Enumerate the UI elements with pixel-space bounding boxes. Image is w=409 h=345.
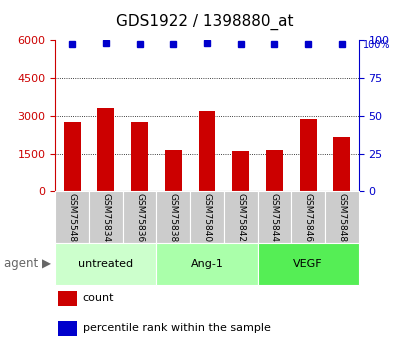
- Text: VEGF: VEGF: [293, 259, 322, 269]
- Bar: [265, 150, 282, 191]
- Bar: [64, 122, 81, 191]
- Text: 100%: 100%: [362, 40, 390, 50]
- Text: GSM75846: GSM75846: [303, 193, 312, 242]
- Bar: [257, 243, 358, 285]
- Bar: [324, 191, 358, 243]
- Text: GSM75548: GSM75548: [67, 193, 76, 242]
- Bar: [58, 290, 76, 306]
- Text: agent ▶: agent ▶: [4, 257, 51, 270]
- Text: GSM75842: GSM75842: [236, 193, 245, 242]
- Bar: [333, 137, 349, 191]
- Bar: [55, 243, 156, 285]
- Text: percentile rank within the sample: percentile rank within the sample: [83, 323, 270, 333]
- Bar: [156, 191, 190, 243]
- Text: Ang-1: Ang-1: [190, 259, 223, 269]
- Bar: [232, 151, 249, 191]
- Text: untreated: untreated: [78, 259, 133, 269]
- Bar: [164, 150, 181, 191]
- Bar: [122, 191, 156, 243]
- Text: GSM75848: GSM75848: [337, 193, 346, 242]
- Bar: [299, 119, 316, 191]
- Text: GSM75834: GSM75834: [101, 193, 110, 242]
- Bar: [97, 108, 114, 191]
- Bar: [291, 191, 324, 243]
- Text: GSM75840: GSM75840: [202, 193, 211, 242]
- Text: GDS1922 / 1398880_at: GDS1922 / 1398880_at: [116, 14, 293, 30]
- Bar: [223, 191, 257, 243]
- Text: GSM75838: GSM75838: [169, 193, 178, 242]
- Bar: [156, 243, 257, 285]
- Bar: [198, 110, 215, 191]
- Bar: [55, 191, 89, 243]
- Bar: [131, 122, 148, 191]
- Bar: [190, 191, 223, 243]
- Text: GSM75844: GSM75844: [269, 193, 278, 242]
- Text: count: count: [83, 293, 114, 303]
- Text: GSM75836: GSM75836: [135, 193, 144, 242]
- Bar: [89, 191, 122, 243]
- Bar: [257, 191, 291, 243]
- Bar: [58, 321, 76, 336]
